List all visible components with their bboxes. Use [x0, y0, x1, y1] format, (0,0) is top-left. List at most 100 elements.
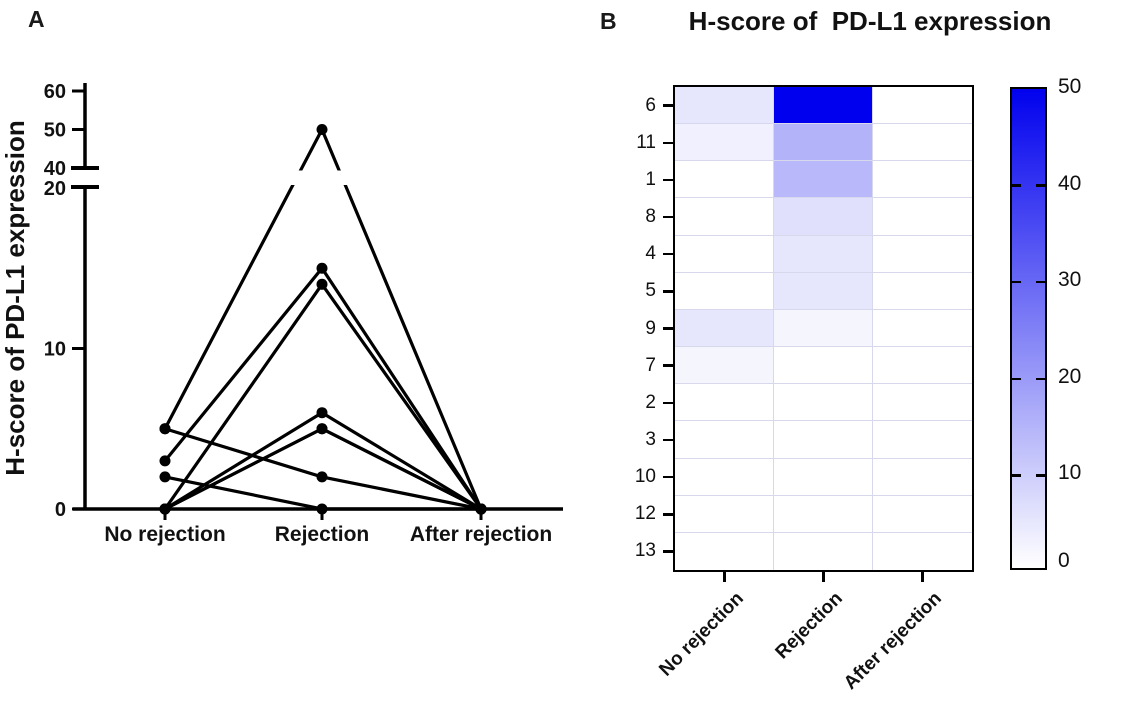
- heatmap-row-tick: [663, 438, 675, 442]
- heatmap-cell-1-2: [774, 161, 873, 199]
- heatmap-cell-13-1: [675, 532, 774, 570]
- colorbar-tick: [1036, 377, 1045, 381]
- colorbar: [1010, 87, 1047, 570]
- heatmap-cell-6-2: [774, 87, 873, 125]
- heatmap-cell-8-2: [774, 198, 873, 236]
- heatmap-cell-2-3: [873, 384, 972, 422]
- heatmap-row-label: 8: [645, 206, 656, 228]
- heatmap-cell-4-1: [675, 235, 774, 273]
- heatmap-cell-12-2: [774, 495, 873, 533]
- heatmap-row-label: 6: [645, 94, 656, 116]
- heatmap-row-tick: [663, 141, 675, 145]
- y-tick-label: 10: [44, 339, 66, 361]
- heatmap-row-tick: [663, 327, 675, 330]
- heatmap-row-tick: [663, 215, 675, 219]
- heatmap-cell-5-3: [873, 272, 972, 310]
- heatmap-cell-9-1: [675, 309, 774, 348]
- data-point: [316, 278, 328, 290]
- heatmap-cell-3-2: [774, 421, 873, 459]
- heatmap-col-tick: [921, 570, 924, 582]
- heatmap-row-label: 11: [636, 131, 656, 153]
- data-point: [316, 471, 328, 483]
- data-point: [159, 455, 171, 467]
- heatmap-cell-11-1: [675, 124, 774, 162]
- heatmap-cell-2-2: [774, 384, 873, 422]
- heatmap-row-tick: [663, 550, 675, 553]
- heatmap-cell-4-2: [774, 235, 873, 273]
- y-tick-label: 60: [44, 81, 66, 103]
- colorbar-tick: [1012, 280, 1021, 284]
- panel-a-y-axis-title: H-score of PD-L1 expression: [0, 120, 30, 475]
- heatmap-cell-7-3: [873, 347, 972, 385]
- heatmap-cell-11-3: [873, 124, 972, 162]
- data-point: [159, 471, 171, 483]
- colorbar-tick: [1036, 474, 1045, 477]
- colorbar-tick-label: 30: [1058, 268, 1082, 292]
- heatmap-row-label: 2: [645, 391, 656, 413]
- heatmap-cell-6-3: [873, 87, 972, 125]
- heatmap-cell-12-1: [675, 495, 774, 533]
- y-tick-label: 0: [55, 499, 66, 521]
- heatmap-cell-5-2: [774, 272, 873, 310]
- heatmap-row-tick: [663, 178, 675, 182]
- heatmap-col-tick: [723, 570, 726, 582]
- heatmap-cell-5-1: [675, 272, 774, 310]
- colorbar-tick: [1036, 280, 1045, 284]
- heatmap-cell-8-3: [873, 198, 972, 236]
- heatmap-row-label: 4: [645, 243, 656, 265]
- data-point: [316, 407, 328, 419]
- x-category-label: After rejection: [410, 523, 552, 546]
- y-tick-label: 40: [44, 158, 66, 180]
- y-tick-label: 50: [44, 120, 66, 142]
- heatmap-row-label: 13: [634, 540, 656, 562]
- x-category-label: No rejection: [104, 523, 225, 546]
- heatmap-cell-7-1: [675, 347, 774, 385]
- data-point: [316, 262, 328, 274]
- heatmap-cell-10-3: [873, 458, 972, 496]
- colorbar-tick-label: 20: [1058, 364, 1082, 388]
- heatmap-cell-7-2: [774, 347, 873, 385]
- series-line-patient-6: [163, 125, 483, 510]
- heatmap-row-label: 3: [645, 428, 656, 450]
- heatmap-row-tick: [663, 104, 675, 107]
- heatmap-cell-9-2: [774, 309, 873, 348]
- data-point: [316, 124, 328, 135]
- colorbar-tick: [1012, 184, 1021, 187]
- panel-b-title: H-score of PD-L1 expression: [688, 6, 1052, 36]
- heatmap-cell-10-1: [675, 458, 774, 496]
- heatmap-cell-11-2: [774, 124, 873, 162]
- heatmap-row-tick: [663, 252, 675, 256]
- heatmap-cell-13-2: [774, 532, 873, 570]
- heatmap-cell-1-3: [873, 161, 972, 199]
- heatmap: [675, 87, 972, 570]
- heatmap-col-tick: [822, 570, 825, 582]
- heatmap-row-label: 10: [634, 466, 656, 488]
- y-tick-label: 20: [44, 178, 66, 200]
- colorbar-tick-label: 40: [1058, 171, 1082, 195]
- heatmap-row-tick: [663, 513, 675, 516]
- colorbar-tick-label: 10: [1058, 461, 1082, 485]
- heatmap-row-tick: [663, 475, 675, 479]
- heatmap-cell-12-3: [873, 495, 972, 533]
- heatmap-cell-9-3: [873, 309, 972, 348]
- axis-break-band: [98, 170, 565, 185]
- colorbar-tick: [1012, 474, 1021, 477]
- data-point: [159, 423, 171, 435]
- heatmap-row-label: 12: [634, 503, 656, 525]
- heatmap-cell-4-3: [873, 235, 972, 273]
- panel-a-label: A: [28, 6, 45, 32]
- x-category-label: Rejection: [275, 523, 370, 546]
- heatmap-cell-13-3: [873, 532, 972, 570]
- heatmap-cell-3-3: [873, 421, 972, 459]
- heatmap-row-tick: [663, 364, 675, 367]
- heatmap-row-tick: [663, 290, 675, 293]
- heatmap-row-tick: [663, 401, 675, 405]
- heatmap-cell-2-1: [675, 384, 774, 422]
- colorbar-tick-label: 50: [1058, 75, 1082, 98]
- heatmap-row-label: 9: [645, 317, 656, 339]
- heatmap-row-label: 7: [645, 354, 656, 376]
- heatmap-cell-8-1: [675, 198, 774, 236]
- colorbar-tick: [1036, 184, 1045, 187]
